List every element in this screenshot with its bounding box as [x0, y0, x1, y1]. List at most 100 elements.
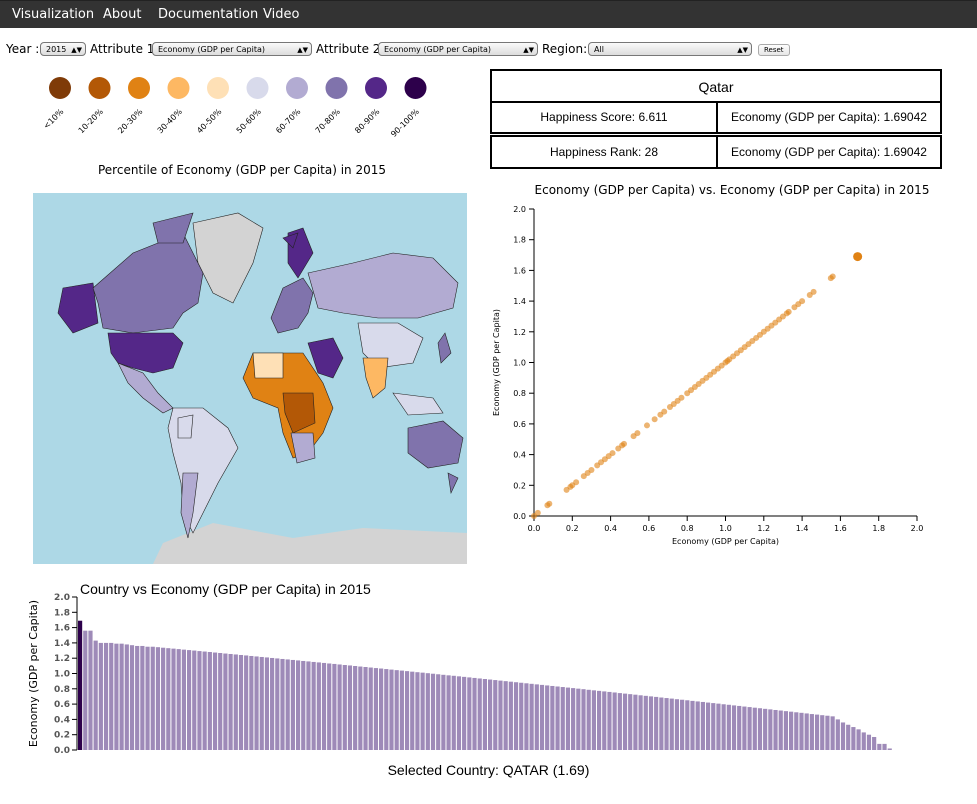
bar[interactable]: [238, 654, 244, 750]
bar[interactable]: [560, 687, 565, 750]
world-map[interactable]: [33, 193, 467, 564]
bar[interactable]: [757, 708, 763, 750]
bar[interactable]: [539, 684, 545, 750]
bar[interactable]: [534, 684, 539, 750]
map-country-mexico[interactable]: [117, 362, 174, 414]
map-country-iceland[interactable]: [282, 232, 299, 249]
bar[interactable]: [399, 670, 404, 750]
reset-button[interactable]: Reset: [758, 44, 790, 56]
scatter-point[interactable]: [651, 416, 658, 423]
scatter-point[interactable]: [634, 430, 641, 437]
attr2-select[interactable]: Economy (GDP per Capita) ▲▼: [378, 42, 538, 56]
scatter-point[interactable]: [588, 466, 595, 473]
bar[interactable]: [545, 685, 550, 750]
bar[interactable]: [524, 683, 529, 750]
bar[interactable]: [462, 676, 467, 750]
map-country-alaska[interactable]: [57, 282, 99, 334]
map-country-indonesia[interactable]: [392, 392, 444, 416]
bar[interactable]: [794, 712, 799, 750]
bar[interactable]: [799, 712, 804, 750]
bar[interactable]: [513, 682, 519, 750]
bar[interactable]: [768, 709, 773, 750]
bar[interactable]: [622, 693, 628, 750]
bar[interactable]: [410, 671, 415, 750]
bar[interactable]: [643, 695, 648, 750]
bar[interactable]: [145, 646, 150, 750]
bar[interactable]: [306, 661, 311, 750]
bar[interactable]: [83, 630, 88, 750]
bar[interactable]: [747, 707, 752, 750]
bar[interactable]: [866, 734, 872, 750]
map-country-europe[interactable]: [270, 277, 314, 334]
bar[interactable]: [721, 704, 726, 750]
bar[interactable]: [700, 701, 705, 750]
scatter-point[interactable]: [573, 479, 580, 486]
attr1-select[interactable]: Economy (GDP per Capita) ▲▼: [152, 42, 312, 56]
bar[interactable]: [368, 667, 373, 750]
bar[interactable]: [685, 700, 690, 750]
bar[interactable]: [731, 705, 737, 750]
bar[interactable]: [581, 689, 586, 750]
map-country-south-africa[interactable]: [290, 432, 316, 464]
bar-selected[interactable]: [78, 620, 83, 750]
map-country-china[interactable]: [357, 322, 424, 369]
bar[interactable]: [140, 645, 145, 750]
bar[interactable]: [280, 658, 285, 750]
bar[interactable]: [192, 650, 197, 750]
bar[interactable]: [804, 713, 809, 750]
scatter-point[interactable]: [621, 440, 628, 447]
bar[interactable]: [638, 695, 643, 750]
bar[interactable]: [275, 658, 280, 750]
bar[interactable]: [830, 716, 835, 750]
bar[interactable]: [550, 685, 555, 750]
bar[interactable]: [135, 645, 140, 750]
bar[interactable]: [155, 647, 161, 750]
region-select[interactable]: All ▲▼: [588, 42, 752, 56]
map-country-saudi-arabia[interactable]: [307, 337, 344, 379]
bar[interactable]: [119, 643, 124, 750]
bar[interactable]: [877, 743, 882, 750]
bar[interactable]: [171, 648, 176, 750]
bar[interactable]: [472, 677, 477, 750]
bar[interactable]: [835, 719, 840, 750]
bar[interactable]: [342, 665, 347, 750]
bar[interactable]: [373, 668, 379, 750]
bar[interactable]: [109, 642, 114, 750]
bar[interactable]: [752, 707, 757, 750]
bar[interactable]: [726, 704, 731, 750]
bar[interactable]: [695, 701, 700, 750]
bar[interactable]: [166, 648, 171, 750]
bar[interactable]: [628, 694, 633, 750]
bar[interactable]: [674, 699, 680, 750]
scatter-point[interactable]: [678, 394, 685, 401]
bar[interactable]: [124, 644, 129, 750]
bar[interactable]: [446, 675, 451, 750]
bar[interactable]: [404, 671, 410, 750]
bar[interactable]: [477, 678, 482, 750]
bar[interactable]: [181, 649, 186, 750]
bar[interactable]: [488, 679, 493, 750]
bar[interactable]: [737, 705, 742, 750]
bar[interactable]: [596, 690, 602, 750]
map-country-russia[interactable]: [307, 252, 459, 319]
bar[interactable]: [846, 724, 851, 750]
bar[interactable]: [763, 708, 768, 750]
map-country-colombia[interactable]: [177, 414, 194, 439]
bar[interactable]: [207, 652, 212, 750]
bar[interactable]: [244, 655, 249, 750]
bar[interactable]: [441, 674, 446, 750]
bar[interactable]: [197, 651, 202, 750]
bar[interactable]: [508, 681, 513, 750]
bar[interactable]: [716, 703, 721, 750]
bar[interactable]: [114, 643, 119, 750]
bar[interactable]: [711, 703, 716, 750]
bar[interactable]: [467, 677, 472, 750]
scatter-point[interactable]: [810, 288, 817, 295]
bar[interactable]: [415, 672, 420, 750]
bar[interactable]: [425, 673, 430, 750]
bar[interactable]: [394, 670, 399, 750]
scatter-point[interactable]: [785, 308, 792, 315]
scatter-point[interactable]: [609, 450, 616, 457]
bar[interactable]: [555, 686, 560, 750]
bar[interactable]: [783, 711, 789, 750]
